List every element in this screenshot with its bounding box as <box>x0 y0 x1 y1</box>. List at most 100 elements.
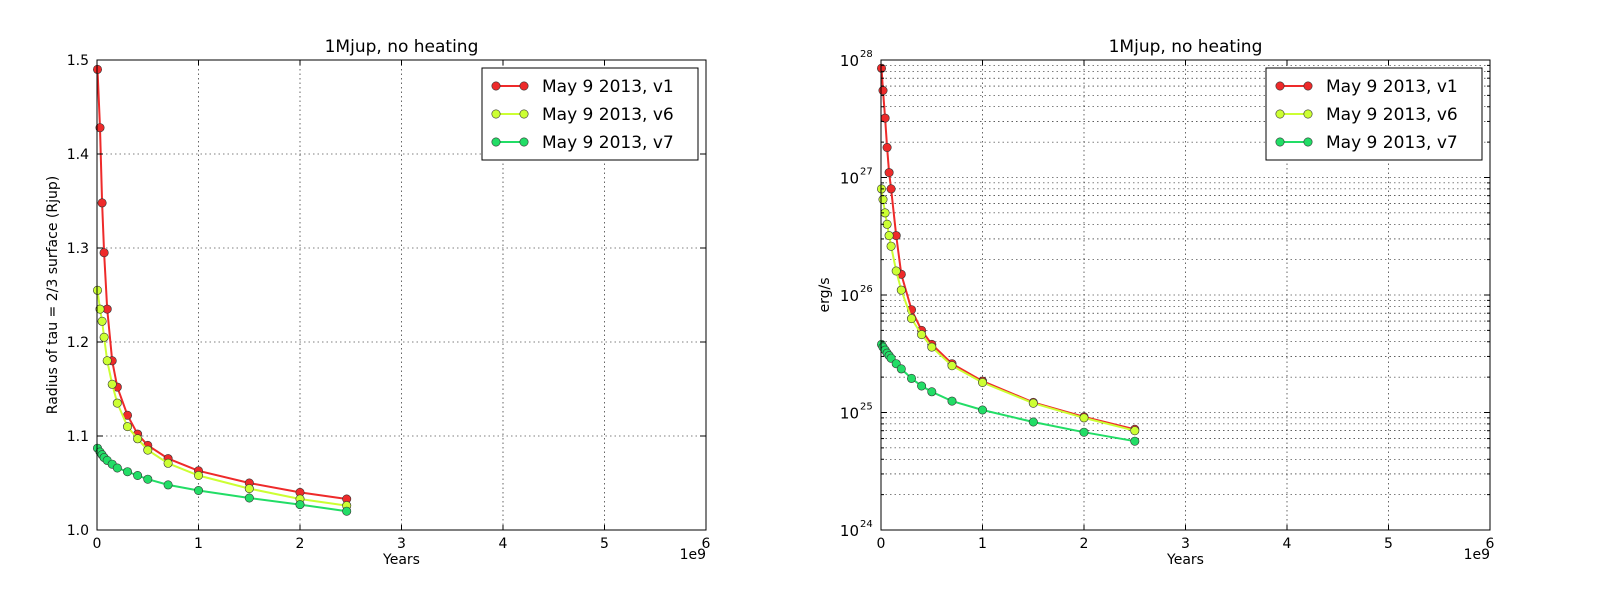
data-point <box>143 474 153 484</box>
data-point <box>882 143 892 153</box>
data-point <box>112 398 122 408</box>
y-tick-label: 10 27 <box>840 167 873 188</box>
legend-label: May 9 2013, v6 <box>1326 105 1458 125</box>
data-point <box>977 377 987 387</box>
data-point <box>97 198 107 208</box>
data-point <box>342 506 352 516</box>
x-tick-label: 0 <box>877 536 886 552</box>
y-tick-exponent: 26 <box>860 284 873 295</box>
data-point <box>244 493 254 503</box>
series-line <box>880 188 1136 432</box>
series-2 <box>93 285 352 511</box>
data-point <box>244 484 254 494</box>
data-point <box>947 396 957 406</box>
data-point <box>143 445 153 455</box>
y-axis-label: Radius of tau = 2/3 surface (Rjup) <box>45 176 61 414</box>
legend-marker <box>1303 137 1313 147</box>
data-point <box>977 405 987 415</box>
series-1 <box>93 64 352 504</box>
x-tick-label: 3 <box>397 536 406 552</box>
x-tick-label: 3 <box>1181 536 1190 552</box>
data-point <box>163 480 173 490</box>
legend-marker <box>1275 109 1285 119</box>
data-point <box>194 485 204 495</box>
x-tick-label: 4 <box>499 536 508 552</box>
series-line <box>96 447 347 513</box>
x-axis-label: Years <box>382 552 420 568</box>
data-point <box>886 353 896 363</box>
y-tick-base: 10 <box>840 52 859 70</box>
legend: May 9 2013, v1 May 9 2013, v6 May 9 2013, … <box>481 67 699 161</box>
legend-label: May 9 2013, v1 <box>542 77 674 97</box>
series-3 <box>93 443 352 516</box>
data-point <box>886 241 896 251</box>
legend-label: May 9 2013, v6 <box>542 105 674 125</box>
x-tick-label: 6 <box>702 536 711 552</box>
legend-marker <box>491 109 501 119</box>
legend: May 9 2013, v1 May 9 2013, v6 May 9 2013, … <box>1265 67 1483 161</box>
data-point <box>891 266 901 276</box>
legend-item: May 9 2013, v6 <box>1275 105 1458 125</box>
data-point <box>917 330 927 340</box>
data-point <box>99 248 109 258</box>
x-tick-label: 6 <box>1486 536 1495 552</box>
x-tick-label: 2 <box>1080 536 1089 552</box>
legend-item: May 9 2013, v7 <box>491 133 674 153</box>
data-point <box>896 364 906 374</box>
data-point <box>878 195 888 205</box>
data-point <box>917 381 927 391</box>
data-point <box>295 500 305 510</box>
data-point <box>1079 427 1089 437</box>
legend-marker <box>491 81 501 91</box>
data-point <box>1028 398 1038 408</box>
data-point <box>927 342 937 352</box>
y-tick-exponent: 27 <box>860 167 873 178</box>
legend-item: May 9 2013, v6 <box>491 105 674 125</box>
legend-marker <box>1303 109 1313 119</box>
y-tick-base: 10 <box>840 405 859 423</box>
y-tick-label: 1.5 <box>67 53 89 69</box>
data-point <box>1130 426 1140 436</box>
series-line <box>880 68 1136 431</box>
chart-title: 1Mjup, no heating <box>1109 37 1263 57</box>
x-tick-label: 5 <box>600 536 609 552</box>
data-point <box>133 470 143 480</box>
y-tick-label: 1.4 <box>67 147 89 163</box>
x-tick-label: 0 <box>93 536 102 552</box>
y-tick-label: 1.2 <box>67 335 89 351</box>
data-point <box>95 123 105 133</box>
series-2 <box>876 184 1140 436</box>
y-tick-label: 1.1 <box>67 429 89 445</box>
data-point <box>123 467 133 477</box>
data-point <box>884 231 894 241</box>
x-axis-label: Years <box>1166 552 1204 568</box>
y-tick-label: 10 28 <box>840 49 873 70</box>
data-point <box>107 379 117 389</box>
x-offset-label: 1e9 <box>1464 547 1490 563</box>
legend-marker <box>519 81 529 91</box>
y-tick-base: 10 <box>840 522 859 540</box>
legend-item: May 9 2013, v1 <box>1275 77 1458 97</box>
legend-item: May 9 2013, v7 <box>1275 133 1458 153</box>
data-point <box>1028 417 1038 427</box>
legend-marker <box>491 137 501 147</box>
x-tick-label: 1 <box>978 536 987 552</box>
data-point <box>97 316 107 326</box>
y-axis-label: erg/s <box>817 277 833 312</box>
legend-marker <box>1275 81 1285 91</box>
series-3 <box>876 339 1140 446</box>
legend-label: May 9 2013, v1 <box>1326 77 1458 97</box>
legend-item: May 9 2013, v1 <box>491 77 674 97</box>
data-point <box>882 219 892 229</box>
chart-title: 1Mjup, no heating <box>325 37 479 57</box>
data-point <box>1079 413 1089 423</box>
legend-marker <box>1303 81 1313 91</box>
data-point <box>1130 436 1140 446</box>
data-point <box>99 332 109 342</box>
series-1 <box>876 63 1140 434</box>
x-tick-label: 2 <box>296 536 305 552</box>
